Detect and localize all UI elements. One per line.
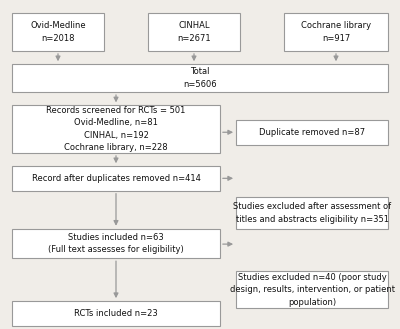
Text: Duplicate removed n=87: Duplicate removed n=87 <box>259 128 365 137</box>
FancyBboxPatch shape <box>236 271 388 308</box>
FancyBboxPatch shape <box>236 197 388 229</box>
Text: Records screened for RCTs = 501
Ovid-Medline, n=81
CINHAL, n=192
Cochrane librar: Records screened for RCTs = 501 Ovid-Med… <box>46 106 186 152</box>
Text: Studies excluded after assessment of
titles and abstracts eligibility n=351: Studies excluded after assessment of tit… <box>233 202 391 224</box>
FancyBboxPatch shape <box>236 120 388 145</box>
FancyBboxPatch shape <box>12 64 388 92</box>
FancyBboxPatch shape <box>12 166 220 191</box>
FancyBboxPatch shape <box>148 13 240 51</box>
Text: Record after duplicates removed n=414: Record after duplicates removed n=414 <box>32 174 200 183</box>
Text: Studies included n=63
(Full text assesses for eligibility): Studies included n=63 (Full text assesse… <box>48 233 184 254</box>
FancyBboxPatch shape <box>12 229 220 258</box>
Text: Cochrane library
n=917: Cochrane library n=917 <box>301 21 371 43</box>
FancyBboxPatch shape <box>12 13 104 51</box>
Text: RCTs included n=23: RCTs included n=23 <box>74 309 158 318</box>
Text: Total
n=5606: Total n=5606 <box>183 67 217 89</box>
Text: CINHAL
n=2671: CINHAL n=2671 <box>177 21 211 43</box>
FancyBboxPatch shape <box>12 301 220 326</box>
FancyBboxPatch shape <box>12 105 220 153</box>
Text: Studies excluded n=40 (poor study
design, results, intervention, or patient
popu: Studies excluded n=40 (poor study design… <box>230 272 394 307</box>
FancyBboxPatch shape <box>284 13 388 51</box>
Text: Ovid-Medline
n=2018: Ovid-Medline n=2018 <box>30 21 86 43</box>
